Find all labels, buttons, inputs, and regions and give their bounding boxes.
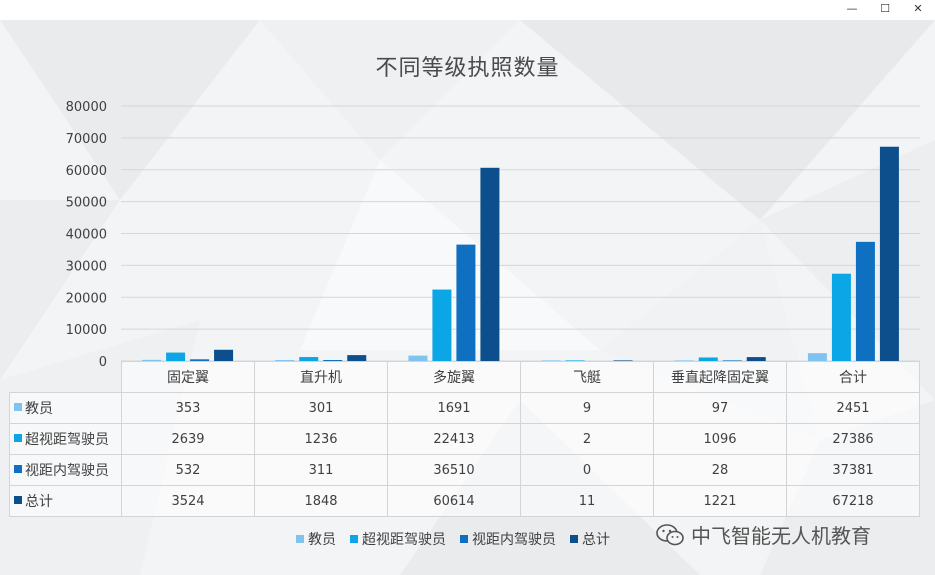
legend-key	[460, 535, 468, 543]
series-key	[14, 465, 22, 473]
bar	[613, 360, 633, 361]
bar	[275, 360, 295, 361]
bar	[456, 244, 476, 361]
legend-label: 总计	[582, 532, 610, 548]
data-label: 1691	[387, 392, 521, 424]
data-label: 22413	[387, 423, 521, 455]
y-tick-label: 60000	[66, 164, 107, 179]
legend-label: 超视距驾驶员	[362, 532, 446, 548]
table-row: 教员 353 301 1691 9 97 2451	[9, 392, 920, 424]
y-tick-label: 80000	[66, 100, 107, 115]
bar	[166, 352, 186, 361]
legend-item: 教员	[296, 529, 336, 549]
data-table: 固定翼 直升机 多旋翼 飞艇 垂直起降固定翼 合计 教员 353 301 1691 9 97 2451 超…	[9, 361, 920, 517]
category-label: 直升机	[254, 361, 388, 393]
data-label: 1236	[254, 423, 388, 455]
data-label: 2	[520, 423, 654, 455]
data-label: 9	[520, 392, 654, 424]
bar	[299, 357, 319, 361]
data-label: 3524	[121, 485, 255, 517]
data-label: 2639	[121, 423, 255, 455]
maximize-button[interactable]: ☐	[880, 2, 890, 15]
series-label: 教员	[9, 392, 122, 424]
y-tick-label: 20000	[66, 291, 107, 306]
series-key	[14, 434, 22, 442]
legend-key	[350, 535, 358, 543]
legend-label: 教员	[308, 532, 336, 548]
y-tick-label: 30000	[66, 259, 107, 274]
y-tick-label: 50000	[66, 196, 107, 211]
data-label: 37381	[786, 454, 920, 486]
data-label: 2451	[786, 392, 920, 424]
bar	[432, 289, 452, 361]
bar	[214, 349, 234, 361]
data-label: 36510	[387, 454, 521, 486]
bar	[855, 241, 875, 361]
y-tick-label: 10000	[66, 323, 107, 338]
bar	[746, 357, 766, 361]
data-label: 28	[653, 454, 787, 486]
chart-legend: 教员 超视距驾驶员 视距内驾驶员 总计	[296, 529, 610, 549]
legend-key	[570, 535, 578, 543]
category-label: 垂直起降固定翼	[653, 361, 787, 393]
data-label: 353	[121, 392, 255, 424]
bar	[807, 353, 827, 361]
data-label: 27386	[786, 423, 920, 455]
bar	[541, 360, 561, 361]
y-tick-label: 40000	[66, 228, 107, 243]
chart-title: 不同等级执照数量	[375, 56, 560, 81]
data-label: 1221	[653, 485, 787, 517]
legend-item: 视距内驾驶员	[460, 529, 556, 549]
series-label: 超视距驾驶员	[9, 423, 122, 455]
table-row: 总计 3524 1848 60614 11 1221 67218	[9, 485, 920, 517]
bar	[408, 355, 428, 361]
legend-label: 视距内驾驶员	[472, 532, 556, 548]
table-row: 视距内驾驶员 532 311 36510 0 28 37381	[9, 454, 920, 486]
data-label: 11	[520, 485, 654, 517]
data-label: 97	[653, 392, 787, 424]
data-label: 1848	[254, 485, 388, 517]
legend-item: 总计	[570, 529, 610, 549]
data-label: 301	[254, 392, 388, 424]
category-label: 固定翼	[121, 361, 255, 393]
data-label: 532	[121, 454, 255, 486]
series-label: 总计	[9, 485, 122, 517]
wechat-icon	[656, 523, 684, 545]
category-label: 多旋翼	[387, 361, 521, 393]
minimize-button[interactable]: —	[846, 2, 858, 15]
legend-key	[296, 535, 304, 543]
bar	[565, 360, 585, 361]
bar	[480, 167, 500, 361]
bar	[674, 360, 694, 361]
watermark: 中飞智能无人机教育	[655, 520, 871, 549]
y-tick-label: 70000	[66, 132, 107, 147]
series-key	[14, 403, 22, 411]
bar	[142, 359, 162, 361]
bar	[831, 273, 851, 361]
data-label: 0	[520, 454, 654, 486]
bar	[698, 357, 718, 361]
bar	[722, 360, 742, 361]
watermark-text: 中飞智能无人机教育	[691, 524, 871, 548]
data-label: 1096	[653, 423, 787, 455]
data-label: 60614	[387, 485, 521, 517]
close-button[interactable]: ✕	[913, 2, 923, 15]
data-label: 67218	[786, 485, 920, 517]
category-label: 合计	[786, 361, 920, 393]
category-label: 飞艇	[520, 361, 654, 393]
series-label: 视距内驾驶员	[9, 454, 122, 486]
bar	[190, 359, 210, 361]
legend-item: 超视距驾驶员	[350, 529, 446, 549]
table-row: 超视距驾驶员 2639 1236 22413 2 1096 27386	[9, 423, 920, 455]
bar	[879, 146, 899, 361]
table-corner	[9, 361, 122, 393]
data-label: 311	[254, 454, 388, 486]
series-key	[14, 496, 22, 504]
bar	[323, 360, 343, 361]
bar	[347, 355, 367, 361]
